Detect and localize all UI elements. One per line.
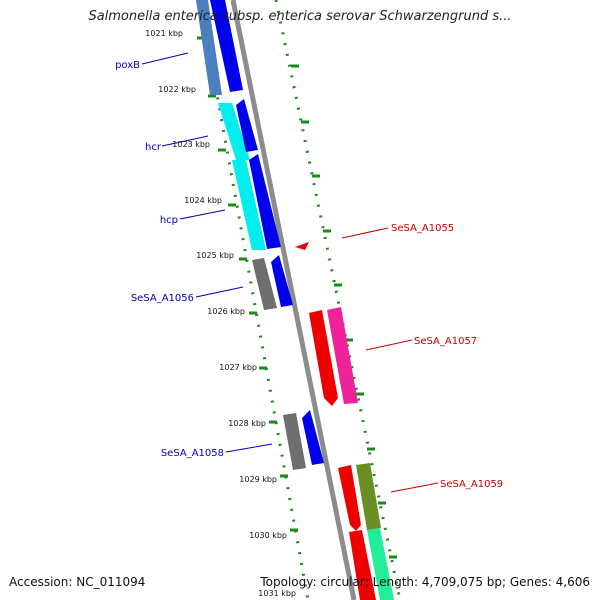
right-leaders [341, 227, 439, 493]
feature-grey-a1056 [252, 258, 277, 310]
gene-label-hcp[interactable]: hcp [160, 215, 178, 226]
tick-label: 1021 kbp [145, 29, 183, 38]
feature-steelblue-1 [196, 0, 222, 95]
gene-label-sesa-a1056[interactable]: SeSA_A1056 [131, 293, 194, 304]
cds-forward-1 [210, 0, 243, 92]
feature-cyan-hcp [232, 160, 266, 250]
left-leaders [141, 52, 273, 453]
cds-forward-hcr [236, 99, 258, 152]
tick-label: 1022 kbp [158, 85, 196, 94]
gene-labels-left: poxB hcr hcp SeSA_A1056 SeSA_A1058 [115, 60, 224, 459]
cds-reverse-2 [349, 530, 376, 600]
feature-cyan-hcr [218, 103, 250, 160]
gene-label-hcr[interactable]: hcr [145, 142, 162, 153]
right-features [295, 242, 394, 600]
tick-label: 1029 kbp [239, 475, 277, 484]
gene-label-poxb[interactable]: poxB [115, 60, 140, 71]
gene-label-sesa-a1057[interactable]: SeSA_A1057 [414, 336, 477, 347]
gene-label-sesa-a1058[interactable]: SeSA_A1058 [161, 448, 224, 459]
accession-label: Accession: NC_011094 [9, 575, 146, 589]
cds-forward-a1058 [302, 410, 324, 465]
feature-grey-a1058 [283, 413, 306, 470]
tick-label: 1025 kbp [196, 251, 234, 260]
tick-label: 1024 kbp [184, 196, 222, 205]
cds-reverse-a1059 [338, 465, 361, 531]
tick-dashes [197, 36, 397, 559]
feature-pink-a1057 [327, 307, 358, 404]
gene-label-sesa-a1055[interactable]: SeSA_A1055 [391, 223, 454, 234]
tick-label: 1023 kbp [172, 140, 210, 149]
left-features [196, 0, 324, 470]
map-title: Salmonella enterica subsp. enterica sero… [88, 9, 512, 24]
feature-mint [367, 528, 394, 600]
cds-forward-a1056 [271, 255, 293, 307]
tick-label: 1028 kbp [228, 419, 266, 428]
gene-label-sesa-a1059[interactable]: SeSA_A1059 [440, 479, 503, 490]
tick-labels: 1021 kbp 1022 kbp 1023 kbp 1024 kbp 1025… [145, 29, 296, 598]
cds-reverse-a1057 [309, 310, 338, 406]
genome-summary: Topology: circular; Length: 4,709,075 bp… [260, 575, 590, 589]
cds-forward-hcp [249, 154, 281, 249]
tick-label: 1026 kbp [207, 307, 245, 316]
gene-labels-right: SeSA_A1055 SeSA_A1057 SeSA_A1059 [391, 223, 503, 490]
tick-label: 1027 kbp [219, 363, 257, 372]
feature-olive-a1059 [356, 463, 381, 530]
tick-label: 1030 kbp [249, 531, 287, 540]
genome-backbone [230, 0, 357, 600]
cds-reverse-a1055 [295, 242, 309, 250]
tick-label: 1031 kbp [258, 589, 296, 598]
